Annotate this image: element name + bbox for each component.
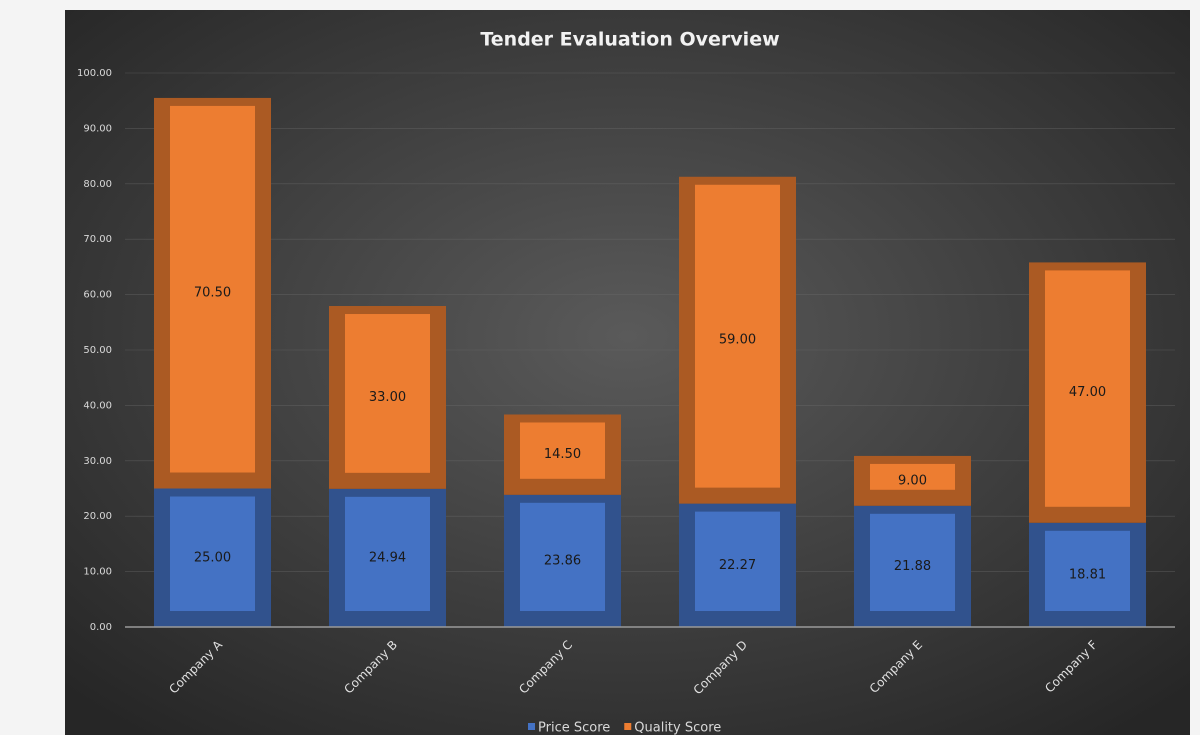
bar-face (1045, 530, 1130, 611)
y-tick-label: 40.00 (83, 400, 112, 411)
bar-face (870, 463, 955, 490)
data-label: 9.00 (898, 473, 927, 488)
legend-swatch (624, 723, 632, 730)
data-label: 33.00 (369, 390, 406, 405)
data-label: 23.86 (544, 553, 581, 568)
y-tick-label: 80.00 (83, 179, 112, 190)
data-label: 18.81 (1069, 567, 1106, 582)
data-label: 21.88 (894, 559, 931, 574)
bar-face (870, 513, 955, 611)
data-label: 47.00 (1069, 385, 1106, 400)
y-tick-label: 100.00 (77, 68, 112, 79)
bar-face (170, 496, 255, 611)
bar-face (1045, 270, 1130, 507)
data-label: 24.94 (369, 550, 406, 565)
data-label: 14.50 (544, 447, 581, 462)
bar-face (695, 511, 780, 611)
bar-face (170, 105, 255, 473)
data-label: 25.00 (194, 550, 231, 565)
y-tick-label: 30.00 (83, 456, 112, 467)
y-tick-label: 60.00 (83, 290, 112, 301)
data-label: 22.27 (719, 558, 756, 573)
legend-label: Quality Score (634, 721, 721, 735)
y-tick-label: 70.00 (83, 234, 112, 245)
bar-face (520, 502, 605, 611)
data-label: 70.50 (194, 286, 231, 301)
bar-face (520, 422, 605, 479)
chart-title: Tender Evaluation Overview (480, 29, 779, 51)
y-tick-label: 10.00 (83, 567, 112, 578)
y-tick-label: 50.00 (83, 345, 112, 356)
y-tick-label: 20.00 (83, 511, 112, 522)
legend-label: Price Score (538, 721, 610, 735)
bar-face (345, 496, 430, 611)
y-tick-label: 90.00 (83, 123, 112, 134)
bar-face (345, 314, 430, 473)
data-label: 59.00 (719, 333, 756, 348)
y-tick-label: 0.00 (90, 622, 112, 633)
legend-swatch (528, 723, 535, 730)
bar-face (695, 184, 780, 488)
